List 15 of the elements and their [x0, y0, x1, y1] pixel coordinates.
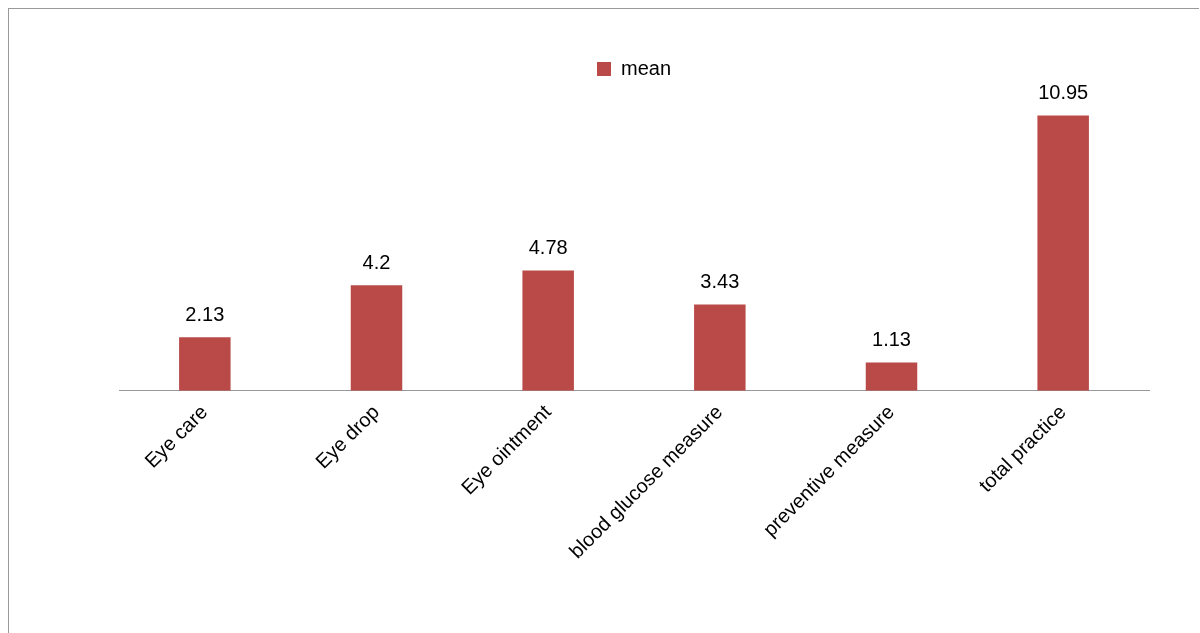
data-label: 3.43 — [700, 270, 740, 293]
bar — [350, 285, 403, 391]
bar — [1037, 115, 1089, 391]
data-label: 4.2 — [362, 250, 391, 273]
legend-label: mean — [620, 56, 672, 79]
data-label: 2.13 — [185, 302, 225, 325]
bar — [522, 270, 574, 391]
x-tick-label: Eye drop — [311, 400, 384, 473]
x-tick-label: Eye care — [140, 400, 212, 472]
data-label: 1.13 — [872, 327, 911, 350]
data-label: 4.78 — [528, 236, 568, 259]
bar — [179, 337, 231, 391]
data-label: 10.95 — [1038, 80, 1089, 103]
bar — [694, 304, 746, 391]
bar — [865, 362, 918, 391]
